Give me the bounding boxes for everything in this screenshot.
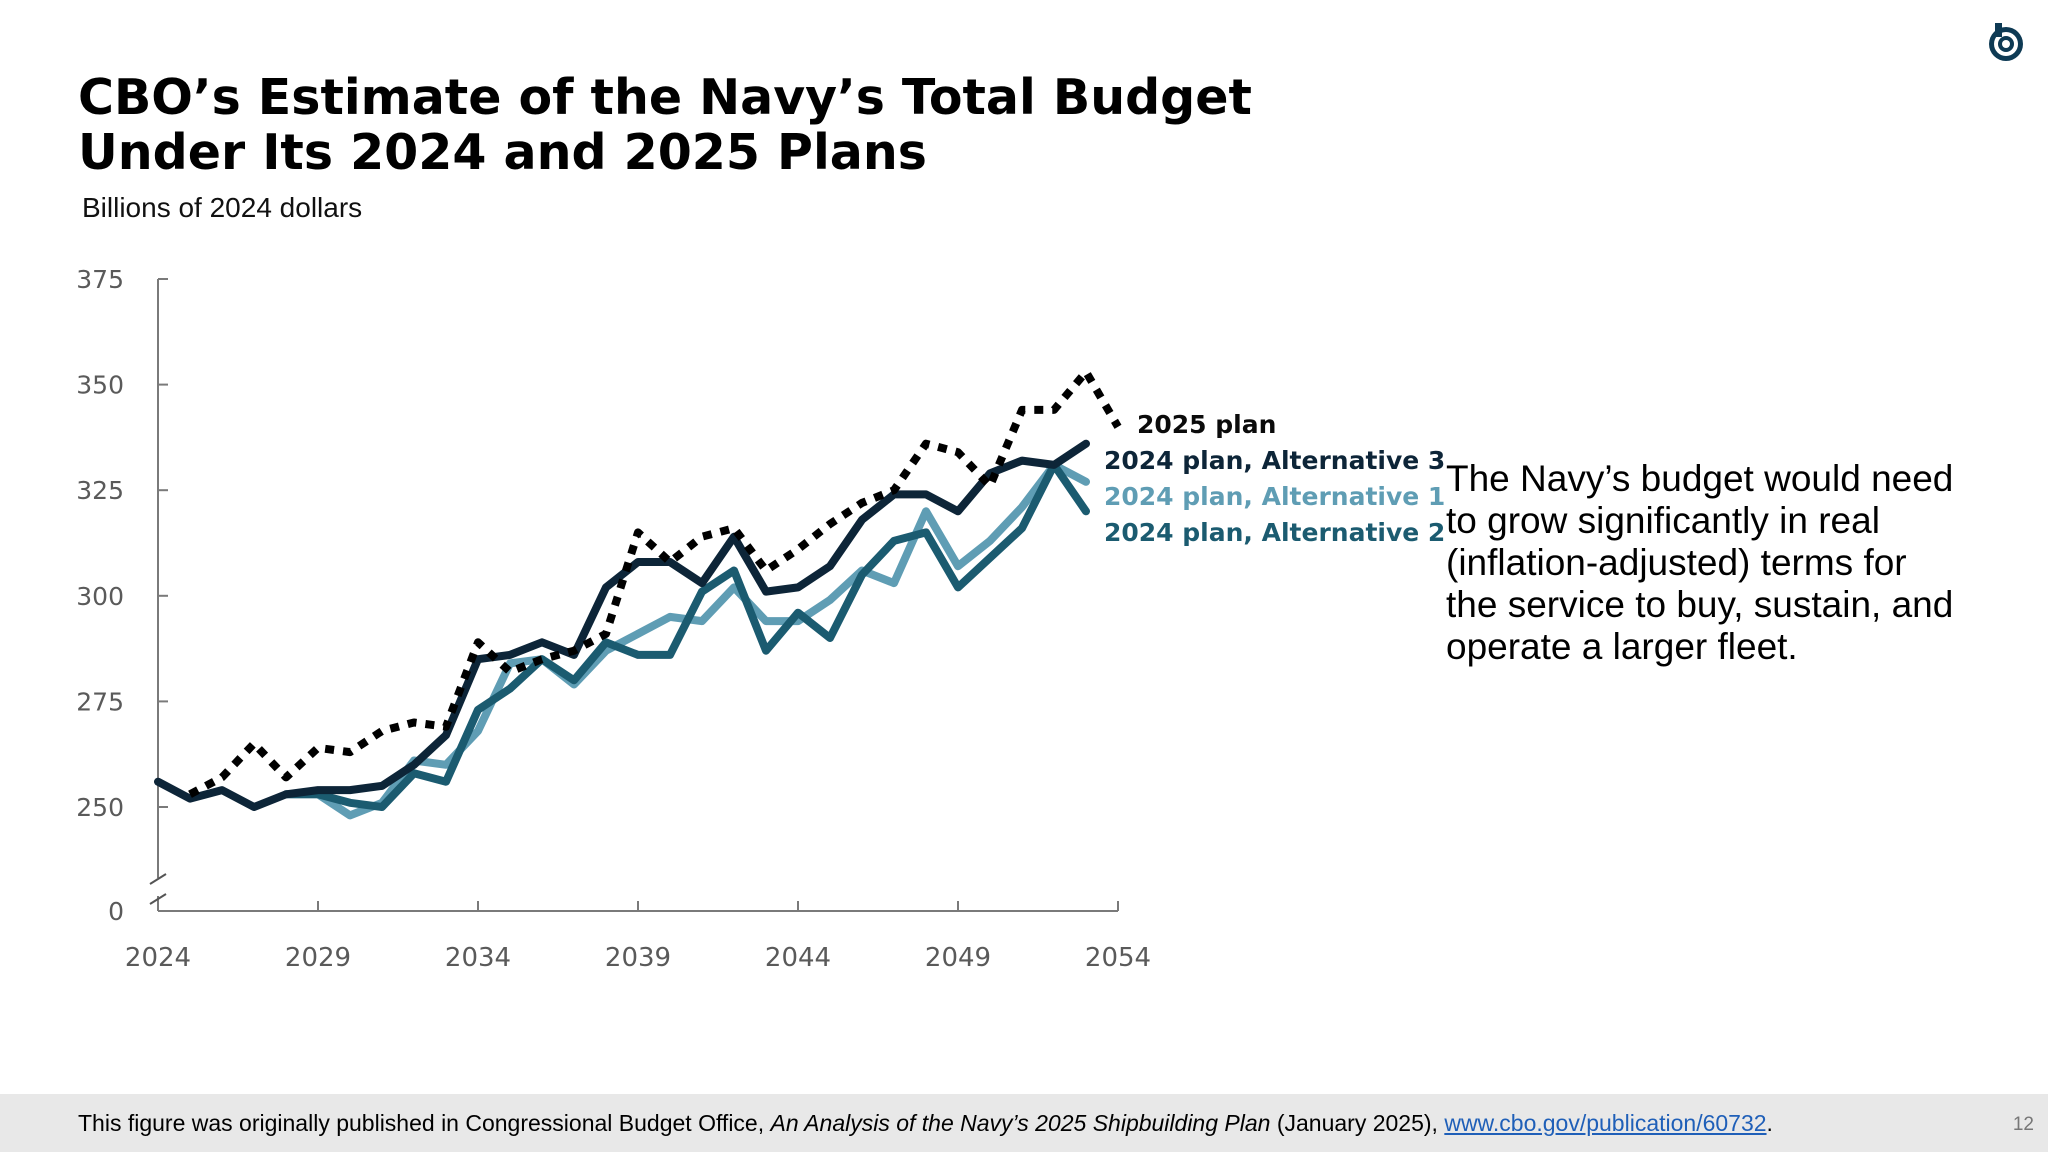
title-line-2: Under Its 2024 and 2025 Plans <box>78 124 927 181</box>
y-tick-label: 325 <box>76 476 124 505</box>
axis-break-icon <box>149 873 167 905</box>
legend-label: 2024 plan, Alternative 1 <box>1104 482 1445 511</box>
x-tick-label: 2034 <box>445 943 511 973</box>
chart-series <box>154 367 1122 820</box>
chart-axes: 0 250 275 300 325 350 375 2024 2029 2034 2039 2044 2… <box>76 265 1151 973</box>
title-line-1: CBO’s Estimate of the Navy’s Total Budge… <box>78 69 1252 126</box>
x-tick-label: 2039 <box>605 943 671 973</box>
x-tick-label: 2029 <box>285 943 351 973</box>
x-tick-label: 2044 <box>765 943 831 973</box>
page-number: 12 <box>2012 1114 2034 1135</box>
footnote-suffix: . <box>1766 1110 1773 1136</box>
x-tick-label: 2024 <box>125 943 191 973</box>
x-tick-label: 2049 <box>925 943 991 973</box>
callout-text: The Navy’s budget would need to grow sig… <box>1446 458 1954 667</box>
cbo-logo-icon <box>1984 20 2028 64</box>
footnote-publication: An Analysis of the Navy’s 2025 Shipbuild… <box>770 1110 1271 1136</box>
footnote-date: (January 2025), <box>1270 1110 1445 1136</box>
legend-label: 2025 plan <box>1137 410 1276 439</box>
source-footnote: This figure was originally published in … <box>78 1110 1773 1137</box>
series-line-2024-plan-alternative-2 <box>282 460 1090 811</box>
footnote-prefix: This figure was originally published in … <box>78 1110 771 1136</box>
x-tick-label: 2054 <box>1085 943 1151 973</box>
legend-label: 2024 plan, Alternative 3 <box>1104 446 1445 475</box>
y-tick-label: 350 <box>76 371 124 400</box>
y-tick-label: 275 <box>76 687 124 716</box>
y-tick-label: 300 <box>76 582 124 611</box>
page-title: CBO’s Estimate of the Navy’s Total Budge… <box>78 70 1378 180</box>
y-tick-label: 0 <box>108 897 124 926</box>
y-tick-label: 250 <box>76 793 124 822</box>
legend-label: 2024 plan, Alternative 2 <box>1104 518 1445 547</box>
series-line-2024-plan-alternative-3 <box>154 439 1090 811</box>
series-line-2025-plan <box>188 367 1122 798</box>
chart-unit-label: Billions of 2024 dollars <box>82 192 363 223</box>
chart-legend: 2025 plan 2024 plan, Alternative 3 2024 pl… <box>1104 410 1445 547</box>
series-line-2024-plan-alternative-1 <box>282 460 1090 820</box>
publication-link[interactable]: www.cbo.gov/publication/60732 <box>1444 1110 1767 1136</box>
footer-bar: This figure was originally published in … <box>0 1094 2048 1152</box>
y-tick-label: 375 <box>76 265 124 294</box>
budget-line-chart: 0 250 275 300 325 350 375 2024 2029 2034 2039 2044 2… <box>76 265 1445 973</box>
